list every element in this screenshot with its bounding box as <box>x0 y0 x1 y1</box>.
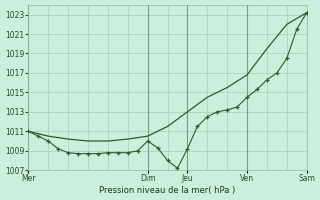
X-axis label: Pression niveau de la mer( hPa ): Pression niveau de la mer( hPa ) <box>100 186 236 195</box>
